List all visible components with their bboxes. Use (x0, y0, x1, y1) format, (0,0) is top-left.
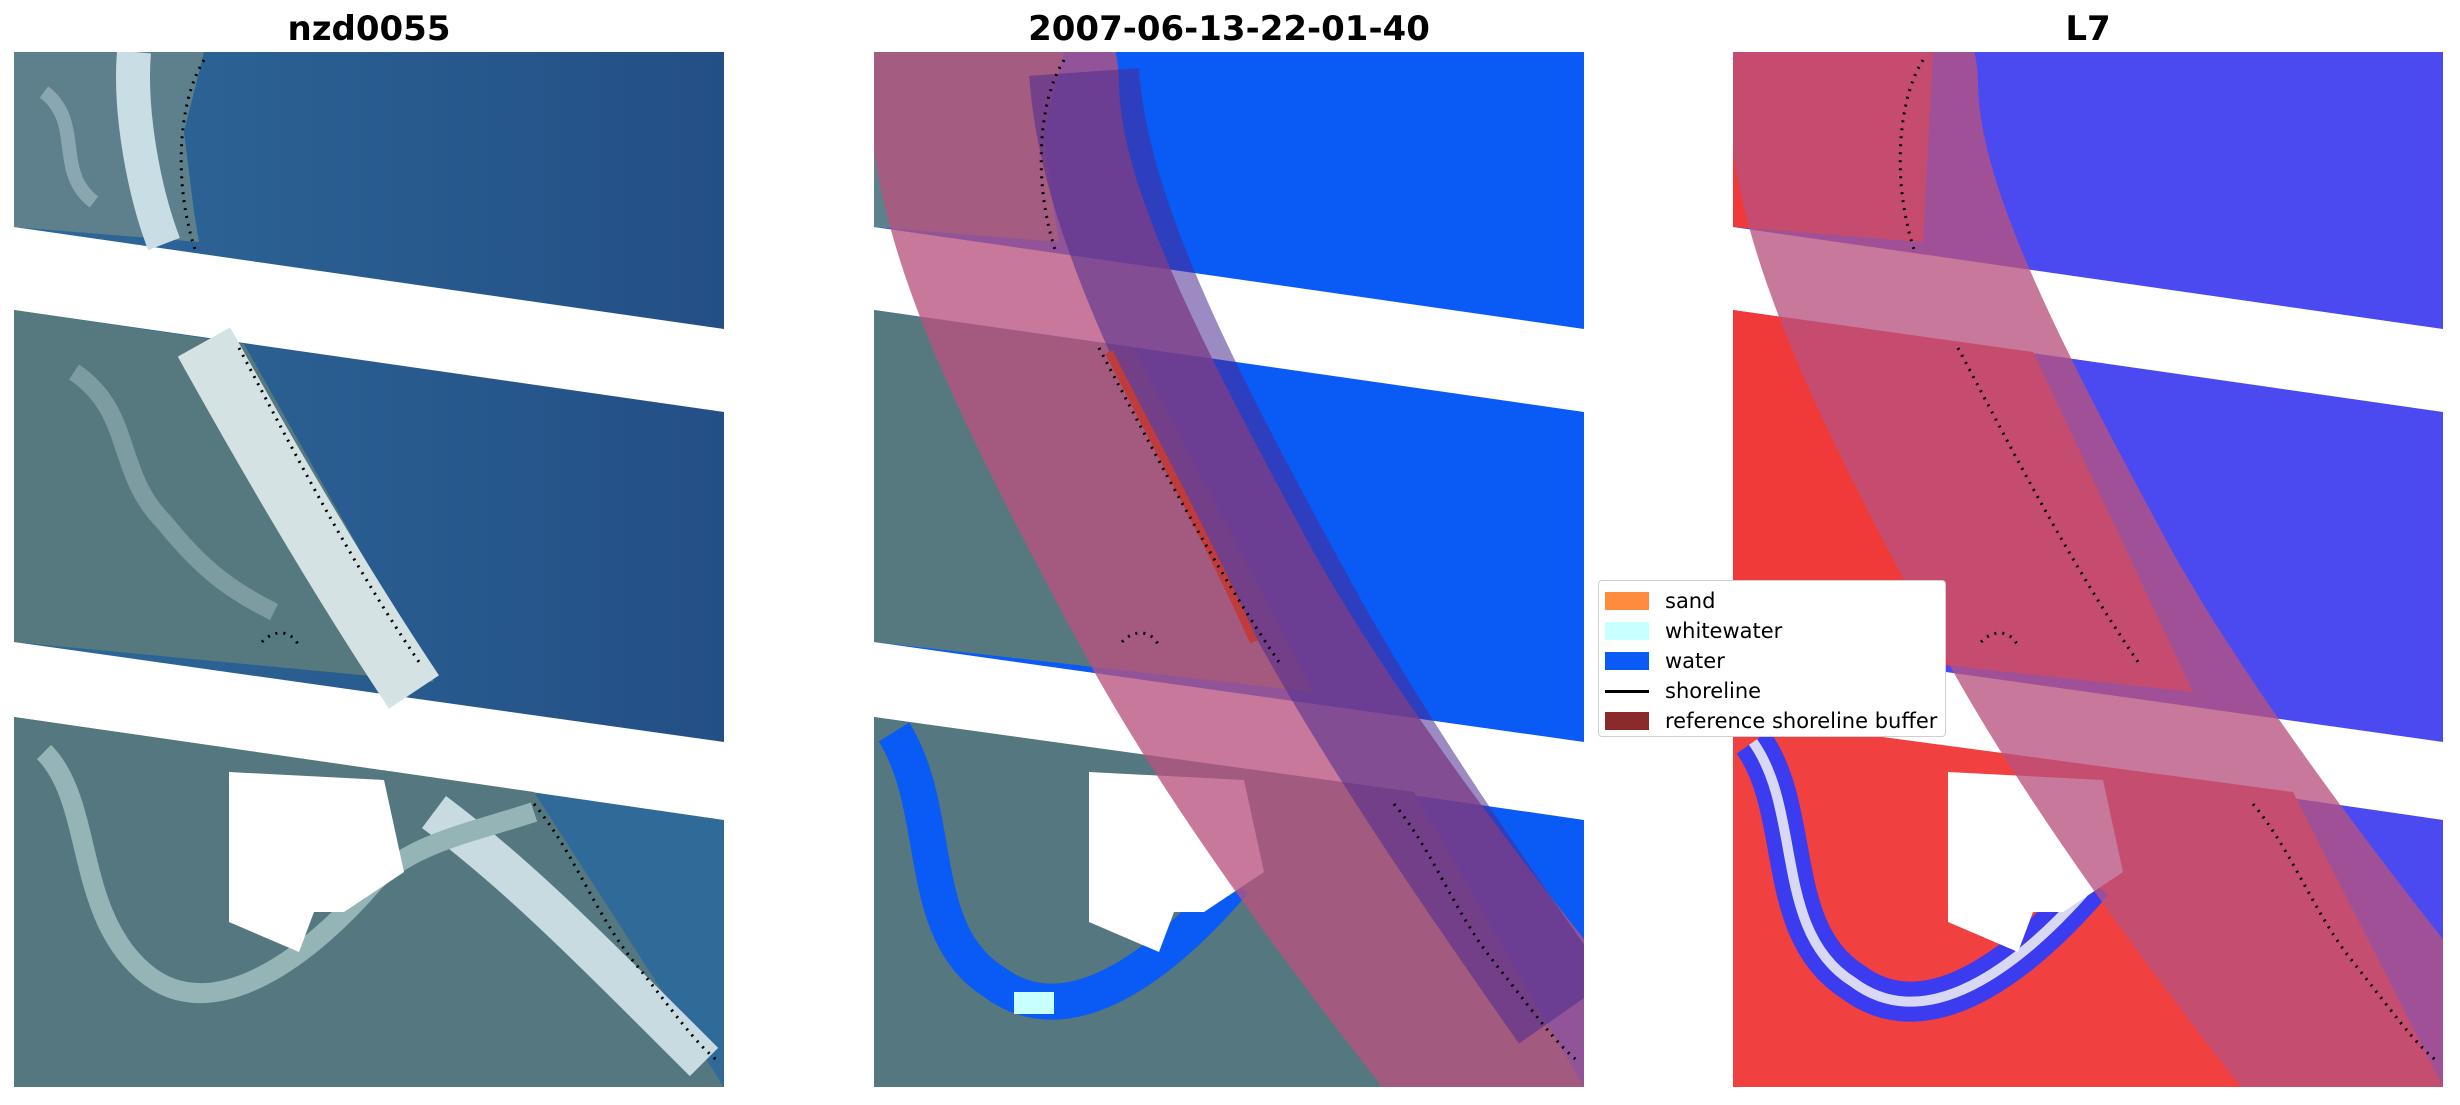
panel-title-1: nzd0055 (287, 9, 451, 49)
index-image (1733, 52, 2443, 1087)
panel-title-3: L7 (2065, 9, 2111, 49)
legend-label: whitewater (1665, 619, 1783, 643)
rgb-image-panel (14, 52, 724, 1087)
panel-title-2: 2007-06-13-22-01-40 (1028, 9, 1430, 49)
sand-swatch (1605, 592, 1649, 610)
water-swatch (1605, 652, 1649, 670)
index-panel (1733, 52, 2443, 1087)
legend-item-sand: sand (1605, 586, 1939, 616)
legend-item-shoreline: shoreline (1605, 676, 1939, 706)
legend-item-whitewater: whitewater (1605, 616, 1939, 646)
legend-label: reference shoreline buffer (1665, 709, 1938, 733)
classification-panel (874, 52, 1584, 1087)
legend-label: water (1665, 649, 1725, 673)
legend-item-buffer: reference shoreline buffer (1605, 706, 1939, 736)
legend-label: shoreline (1665, 679, 1762, 703)
whitewater-swatch (1605, 622, 1649, 640)
legend-item-water: water (1605, 646, 1939, 676)
shoreline-swatch (1605, 689, 1649, 693)
classification-image (874, 52, 1584, 1087)
buffer-swatch (1605, 712, 1649, 730)
rgb-image (14, 52, 724, 1087)
legend-label: sand (1665, 589, 1716, 613)
legend: sand whitewater water shoreline referenc… (1598, 580, 1946, 737)
